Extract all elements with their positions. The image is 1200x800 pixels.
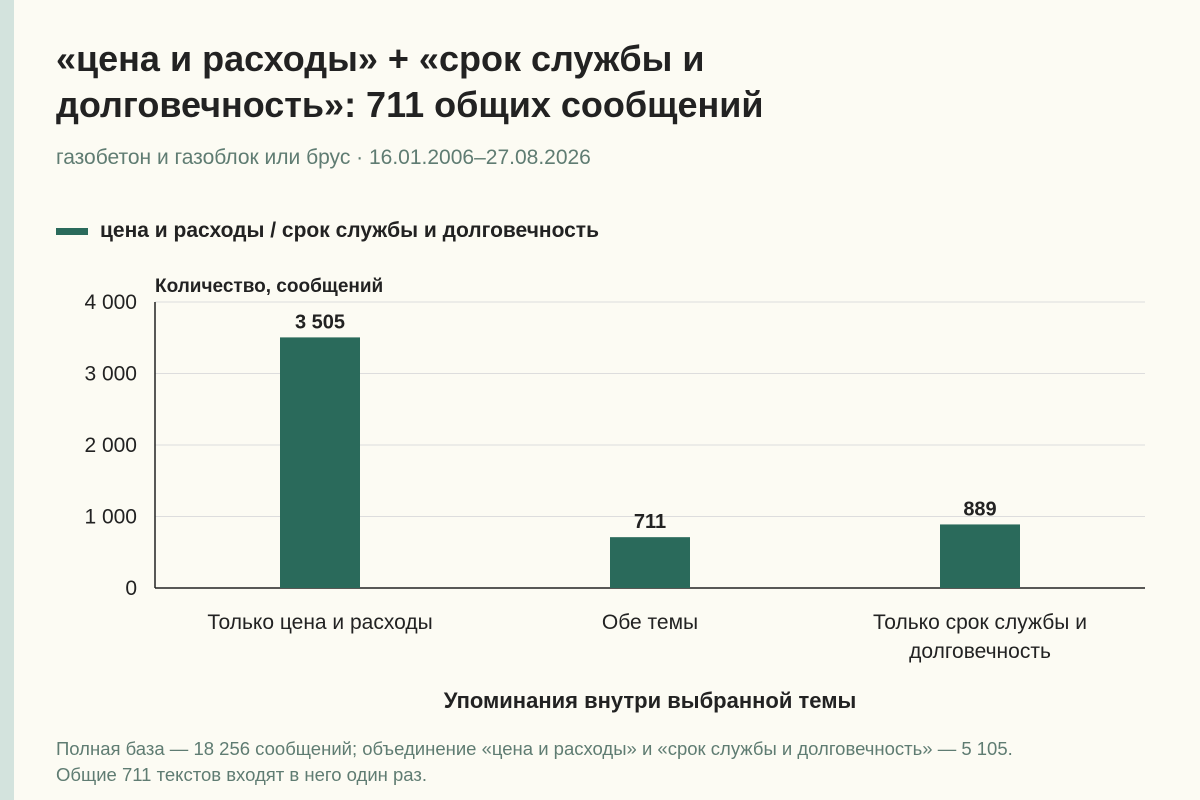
x-tick-label: Обе темы (602, 611, 698, 634)
x-tick-label: Только срок службы и (873, 611, 1087, 634)
bar-value-label: 711 (634, 511, 666, 533)
bar-value-label: 889 (963, 498, 996, 520)
bar-chart: 0 1 000 2 000 3 000 4 000 Количество, сообщен… (84, 276, 1145, 713)
y-tick-label: 4 000 (84, 291, 137, 314)
chart-title: «цена и расходы» + «срок службы и долгов… (56, 36, 764, 128)
x-tick-label: Только цена и расходы (207, 611, 432, 634)
y-tick-label: 0 (125, 577, 137, 600)
y-axis-label: Количество, сообщений (155, 276, 383, 297)
footnote: Полная база — 18 256 сообщений; объедине… (56, 738, 1013, 785)
bar-value-label: 3 505 (295, 311, 345, 333)
y-tick-label: 3 000 (84, 363, 137, 386)
bar (610, 537, 690, 588)
legend-swatch (56, 227, 88, 235)
chart-subtitle: газобетон и газоблок или брус · 16.01.20… (56, 146, 591, 169)
y-tick-label: 2 000 (84, 434, 137, 457)
bar (940, 524, 1020, 588)
legend-label: цена и расходы / срок службы и долговечн… (100, 219, 600, 242)
chart-title-line-1: «цена и расходы» + «срок службы и (56, 38, 705, 79)
legend: цена и расходы / срок службы и долговечн… (56, 219, 599, 243)
x-axis-label: Упоминания внутри выбранной темы (444, 688, 857, 713)
x-tick-label: долговечность (909, 640, 1051, 663)
bar (280, 337, 360, 588)
chart-title-line-2: долговечность»: 711 общих сообщений (56, 84, 764, 125)
accent-strip (0, 0, 14, 800)
y-tick-label: 1 000 (84, 506, 137, 529)
